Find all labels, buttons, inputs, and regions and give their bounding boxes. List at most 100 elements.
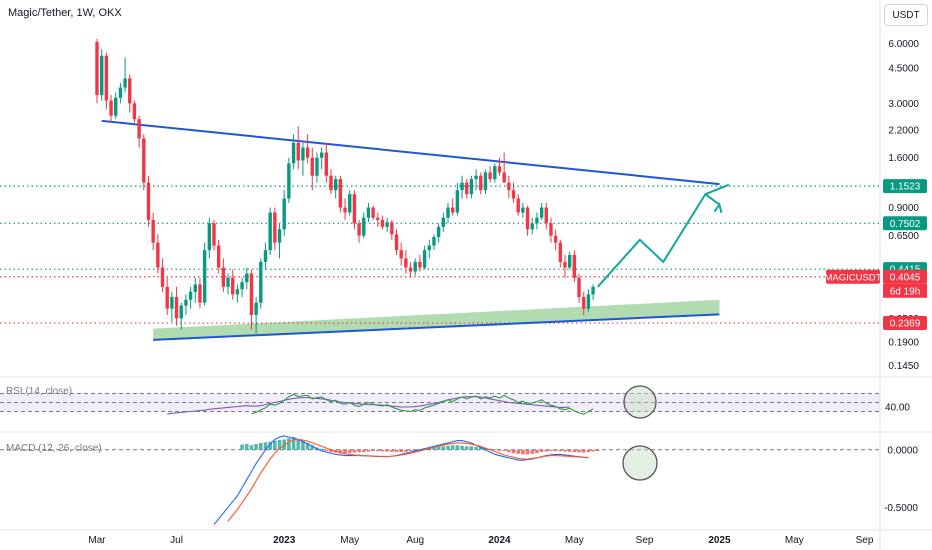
candle [362,212,366,239]
candle [535,212,539,230]
countdown-label: 6d 19h [890,286,921,297]
macd-histogram-bar [404,449,408,452]
candle-body [202,250,207,303]
candle [287,157,291,203]
candle [170,291,174,322]
macd-histogram-bar [558,449,563,452]
candle [142,134,146,191]
candle [390,219,394,240]
candle-body [352,194,357,224]
candle-body [422,250,427,268]
macd-histogram-bar [376,449,380,452]
candle-body [539,207,544,218]
macd-histogram-bar [511,449,516,454]
candle-body [455,190,460,213]
candle [305,134,310,164]
macd-histogram-bar [497,449,502,451]
candle [179,302,183,330]
candle [114,92,118,120]
candle [240,277,244,298]
time-tick-label: Aug [406,535,424,546]
candle-body [371,207,375,218]
macd-histogram-bar [296,439,301,450]
macd-histogram-bar [273,440,277,450]
macd-histogram-bar [380,449,385,452]
time-tick-label: Sep [636,535,654,546]
level-badge [883,316,927,331]
macd-histogram-bar [399,449,403,453]
time-tick-label: 2024 [488,535,511,546]
candle [156,234,160,274]
candle-body [128,78,132,104]
macd-histogram-bar [581,449,586,453]
macd-histogram-bar [277,440,282,450]
macd-histogram-bar [493,449,497,451]
candle-body [221,267,226,287]
candle-body [544,207,548,224]
price-tick-label: 0.1450 [888,361,919,372]
candle [282,190,286,236]
candle [450,198,455,216]
candle-body [132,103,137,120]
macd-histogram-bar [572,449,577,453]
candle-body [343,207,347,213]
candle-body [577,277,581,298]
rsi-line [167,396,570,415]
macd-histogram-bar [408,449,413,451]
candle-body [380,219,385,227]
candle-body [427,245,431,251]
candle-body [507,182,511,191]
candle-body [305,147,310,158]
candle [324,142,329,183]
symbol-badge [826,269,880,284]
macd-histogram-bar [553,449,558,451]
macd-histogram-bar [263,442,268,450]
candle [376,212,380,227]
currency-button[interactable]: USDT [884,4,928,26]
macd-histogram-bar [544,449,549,452]
projection-line [705,183,730,196]
candle [366,202,371,223]
macd-histogram-bar [502,449,506,451]
macd-histogram-bar [329,449,333,453]
price-badges: 1.15230.75020.44150.40450.2369MAGICUSDT6… [825,179,927,331]
candle [553,229,558,251]
candle-body [553,235,558,243]
macd-histogram-bar [539,449,544,453]
macd-histogram-bar [352,449,357,453]
candle-body [460,182,464,191]
candle [235,284,240,303]
candle-body [404,258,408,268]
candle-body [563,261,567,268]
candle-body [277,229,282,243]
candle [132,100,137,123]
price-tick-label: 0.6500 [888,231,919,242]
candle [577,273,581,303]
macd-histogram-bar [301,440,305,450]
candle [399,242,403,266]
price-tick-label: 3.0000 [888,99,919,110]
candle-body [226,277,230,287]
macd-histogram-bar [347,449,352,454]
candle-body [572,255,577,278]
candle [371,205,375,220]
candle [329,169,333,195]
candle [497,157,502,176]
candle-body [479,175,483,191]
candle [263,242,268,270]
candle-body [446,207,450,218]
macd-histogram-bar [259,442,263,450]
candle-body [493,166,497,180]
time-tick-label: May [785,535,804,546]
candle [221,258,226,292]
macd-histogram-bar [591,449,595,452]
price-tick-label: 1.6000 [888,153,919,164]
macd-histogram-bar [507,449,511,453]
candle-body [156,242,160,268]
macd-label: MACD (12, 26, close) [6,443,102,454]
level-badge [883,179,927,194]
time-tick-label: Jul [170,535,183,546]
macd-histogram-bar [530,449,535,454]
candle-body [310,157,314,176]
